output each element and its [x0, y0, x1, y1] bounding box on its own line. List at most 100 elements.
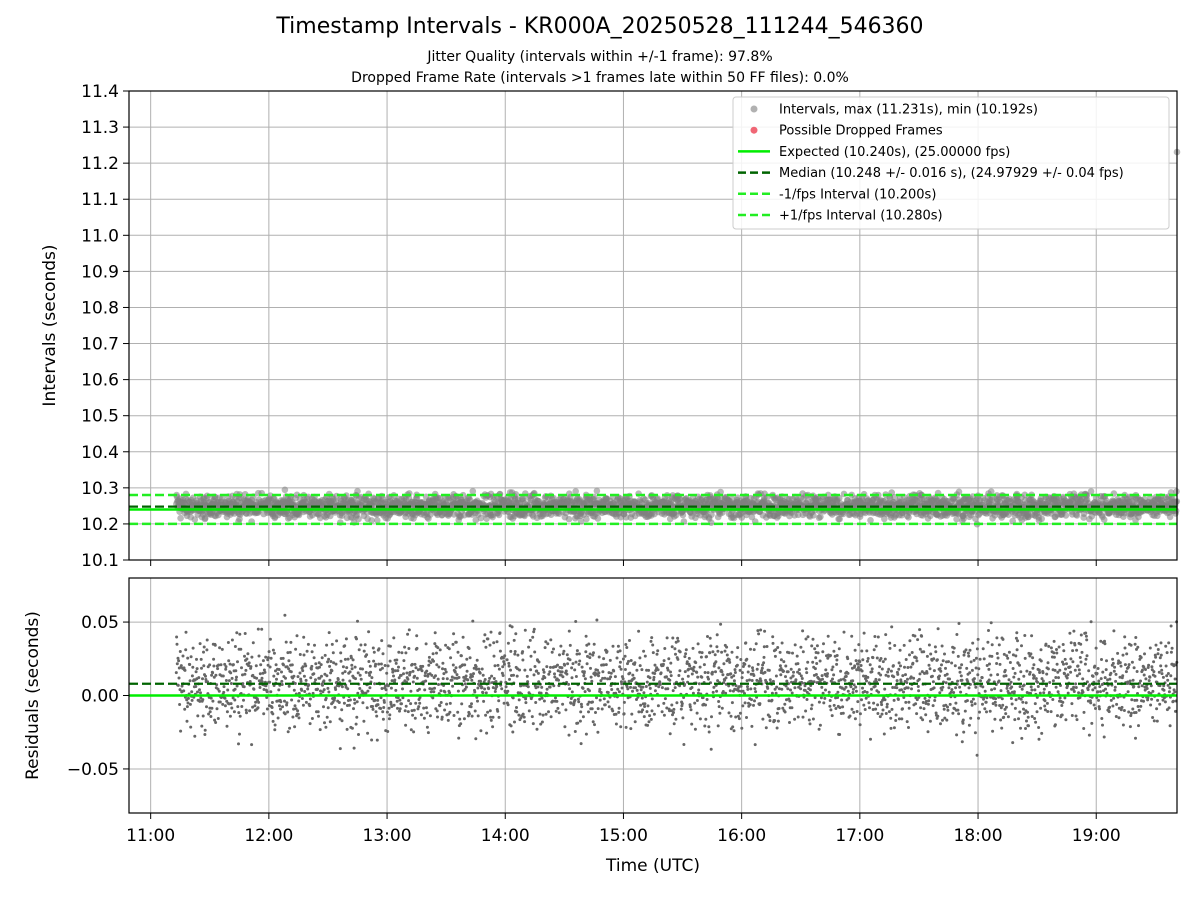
- residual-point: [475, 658, 479, 662]
- residual-point: [814, 673, 818, 676]
- residual-point: [474, 737, 478, 741]
- residual-point: [415, 676, 419, 680]
- residual-point: [502, 660, 506, 664]
- residual-point: [314, 678, 317, 682]
- residual-point: [739, 658, 743, 661]
- residual-point: [280, 679, 284, 683]
- residual-point: [486, 637, 490, 641]
- residual-point: [468, 656, 472, 660]
- residual-point: [422, 716, 426, 720]
- residual-point: [182, 689, 186, 693]
- residual-point: [596, 668, 599, 672]
- residual-point: [703, 724, 707, 728]
- residual-point: [340, 708, 344, 712]
- residual-point: [494, 680, 498, 683]
- residual-point: [341, 678, 345, 682]
- residual-point: [515, 706, 518, 709]
- residual-point: [450, 678, 454, 682]
- residual-point: [510, 625, 514, 629]
- residual-point: [782, 669, 785, 673]
- residual-point: [714, 670, 717, 674]
- residual-point: [741, 704, 745, 708]
- interval-point: [191, 516, 199, 523]
- residual-point: [460, 702, 464, 706]
- residual-point: [681, 677, 685, 681]
- residual-point: [203, 733, 207, 736]
- residual-point: [358, 673, 362, 677]
- residual-point: [451, 684, 455, 688]
- residual-point: [427, 655, 431, 659]
- residual-point: [484, 645, 488, 649]
- residual-point: [189, 655, 193, 659]
- residual-point: [435, 651, 438, 655]
- residual-point: [660, 710, 664, 714]
- residual-point: [435, 663, 439, 667]
- residual-point: [509, 649, 513, 653]
- residual-point: [671, 689, 675, 693]
- residual-point: [587, 642, 591, 646]
- residual-point: [512, 638, 516, 642]
- residuals-panel: −0.050.000.05 11:00 12:00 13:00 14:00 15:00 1…: [23, 577, 1179, 876]
- residual-point: [376, 703, 380, 707]
- residual-point: [786, 687, 790, 691]
- residual-point: [482, 639, 486, 643]
- residual-point: [497, 699, 501, 703]
- residual-point: [456, 689, 460, 693]
- residual-point: [312, 672, 316, 676]
- residual-point: [561, 702, 565, 706]
- residual-point: [259, 663, 263, 667]
- residual-point: [402, 666, 406, 670]
- residual-point: [448, 691, 452, 695]
- residual-point: [752, 674, 756, 677]
- residual-point: [224, 679, 228, 682]
- residual-point: [786, 670, 790, 674]
- residual-point: [797, 668, 801, 672]
- residual-point: [406, 677, 410, 681]
- residual-point: [776, 719, 780, 723]
- residual-point: [196, 714, 200, 718]
- residual-point: [175, 642, 179, 646]
- residual-point: [300, 688, 304, 692]
- residual-point: [476, 686, 480, 690]
- residual-point: [748, 703, 752, 707]
- residual-point: [605, 650, 609, 653]
- residual-point: [221, 702, 225, 706]
- residual-point: [328, 678, 332, 682]
- residual-point: [267, 650, 271, 654]
- residual-point: [419, 713, 423, 717]
- residual-point: [218, 700, 222, 704]
- residual-point: [495, 640, 499, 644]
- residual-point: [380, 687, 384, 690]
- residual-point: [369, 670, 373, 674]
- residual-point: [681, 716, 685, 720]
- residual-point: [611, 644, 615, 648]
- residual-point: [575, 649, 579, 653]
- residual-point: [446, 718, 450, 722]
- residual-point: [749, 687, 753, 691]
- residual-point: [567, 629, 571, 633]
- residual-point: [492, 654, 496, 658]
- residual-point: [779, 673, 783, 677]
- intervals-y-tick-label: 10.8: [81, 298, 119, 318]
- residual-point: [256, 706, 260, 710]
- residual-point: [404, 704, 408, 708]
- residual-point: [778, 650, 782, 654]
- residual-point: [672, 711, 675, 714]
- residual-point: [770, 698, 774, 702]
- residual-point: [509, 724, 513, 728]
- residual-point: [527, 645, 531, 649]
- residual-point: [568, 658, 572, 662]
- residual-point: [445, 677, 449, 681]
- residual-point: [432, 690, 436, 694]
- intervals-y-tick-label: 10.7: [81, 335, 119, 355]
- residual-point: [649, 639, 653, 643]
- residual-point: [668, 732, 672, 736]
- residual-point: [316, 710, 320, 714]
- residual-point: [355, 700, 359, 704]
- residual-point: [209, 696, 213, 700]
- residual-point: [190, 698, 194, 702]
- residual-point: [746, 670, 750, 674]
- residual-point: [285, 701, 289, 705]
- residual-point: [579, 710, 583, 714]
- residual-point: [443, 690, 447, 694]
